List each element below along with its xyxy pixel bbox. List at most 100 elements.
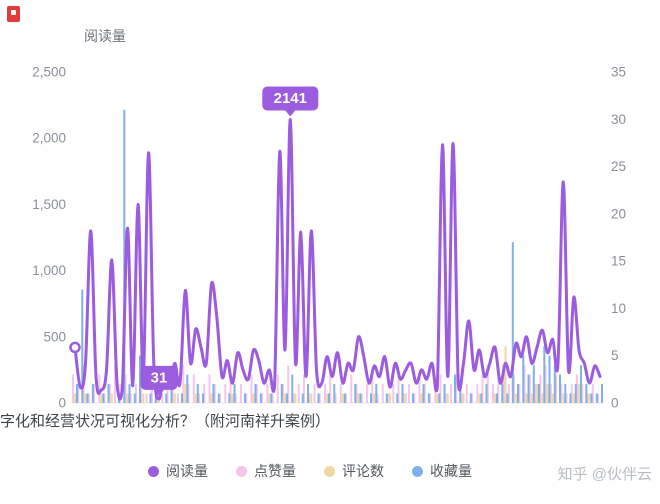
bar-0	[413, 393, 416, 403]
bar-0	[266, 384, 269, 403]
bar-1	[588, 393, 591, 403]
bar-2	[212, 384, 215, 403]
bar-1	[572, 393, 575, 403]
bar-0	[523, 365, 526, 403]
right-axis-tick: 25	[611, 159, 626, 174]
bar-0	[177, 393, 179, 403]
red-bookmark-icon	[7, 6, 20, 22]
bar-0	[528, 374, 531, 403]
bar-2	[517, 384, 519, 403]
bar-0	[486, 365, 489, 403]
bar-0	[198, 393, 200, 403]
bar-0	[98, 374, 101, 403]
bar-0	[355, 384, 358, 403]
bar-0	[77, 384, 80, 403]
left-axis-tick: 2,000	[32, 131, 66, 146]
bar-0	[245, 393, 248, 403]
bar-0	[324, 384, 326, 403]
bar-0	[434, 384, 437, 403]
bar-1	[551, 393, 554, 403]
bar-0	[72, 374, 74, 403]
bar-2	[469, 393, 472, 403]
bar-0	[250, 374, 253, 403]
bar-0	[402, 393, 405, 403]
bar-0	[586, 393, 589, 403]
bar-1	[446, 393, 449, 403]
bar-2	[559, 374, 561, 403]
bar-0	[161, 393, 164, 403]
bar-2	[480, 393, 483, 403]
bar-0	[465, 384, 468, 403]
bar-0	[329, 374, 332, 403]
bar-1	[74, 393, 76, 403]
bar-1	[373, 393, 376, 403]
bar-0	[507, 384, 510, 403]
markpoint-max-label: 2141	[274, 90, 307, 107]
bar-1	[100, 393, 103, 403]
bar-2	[359, 393, 362, 403]
bar-2	[427, 393, 430, 403]
bar-0	[129, 393, 132, 403]
legend-item-0[interactable]: 阅读量	[148, 461, 208, 481]
bar-0	[93, 384, 95, 403]
bar-1	[231, 393, 234, 403]
bar-2	[301, 393, 304, 403]
bar-2	[595, 393, 598, 403]
bar-0	[182, 365, 185, 403]
bar-0	[418, 374, 421, 403]
bar-0	[502, 365, 505, 403]
bar-1	[194, 393, 197, 403]
bar-2	[333, 384, 336, 403]
bar-0	[192, 374, 195, 403]
bar-2	[259, 393, 262, 403]
bar-2	[291, 374, 294, 403]
bar-0	[166, 384, 169, 403]
bar-1	[462, 393, 465, 403]
bar-1	[404, 393, 407, 403]
bar-2	[506, 393, 509, 403]
bar-0	[234, 393, 237, 403]
bar-2	[459, 384, 462, 403]
bar-2	[133, 393, 136, 403]
bar-2	[543, 346, 546, 403]
bar-2	[527, 374, 530, 403]
bar-2	[522, 355, 525, 403]
legend-dot	[324, 465, 335, 477]
bar-1	[310, 393, 313, 403]
bar-0	[408, 384, 410, 403]
bar-0	[271, 393, 274, 403]
bar-0	[292, 393, 295, 403]
bar-1	[173, 393, 176, 403]
bar-1	[268, 393, 271, 403]
legend-item-1[interactable]: 点赞量	[236, 461, 296, 481]
bar-2	[307, 384, 309, 403]
bar-0	[124, 374, 127, 403]
bar-2	[564, 384, 567, 403]
bar-2	[401, 384, 404, 403]
bar-1	[84, 393, 87, 403]
line-start-marker[interactable]	[69, 341, 81, 354]
bar-0	[376, 393, 379, 403]
legend-label: 点赞量	[254, 463, 296, 479]
bar-1	[541, 393, 544, 403]
legend-item-2[interactable]: 评论数	[324, 461, 384, 481]
bar-0	[481, 374, 484, 403]
legend-dot	[412, 465, 423, 477]
bar-0	[303, 374, 305, 403]
bar-0	[387, 393, 389, 403]
bar-2	[139, 355, 141, 403]
legend-item-3[interactable]: 收藏量	[412, 461, 472, 481]
bar-0	[297, 384, 300, 403]
bar-0	[334, 393, 337, 403]
bar-0	[597, 393, 599, 403]
bar-1	[494, 393, 496, 403]
legend-dot	[236, 465, 247, 477]
bar-1	[294, 393, 297, 403]
bar-1	[536, 384, 538, 403]
bar-2	[538, 384, 540, 403]
markpoint-pointer	[285, 110, 296, 117]
bar-0	[576, 374, 578, 403]
bar-0	[87, 393, 90, 403]
bar-2	[532, 365, 535, 403]
left-axis-tick: 500	[43, 329, 66, 344]
